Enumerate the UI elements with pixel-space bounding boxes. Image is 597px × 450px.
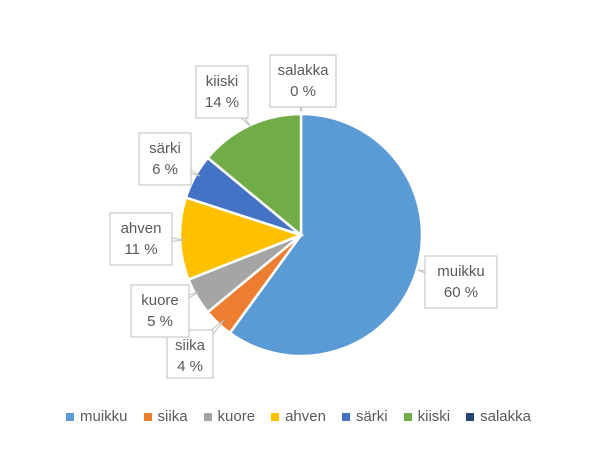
data-label-särki: särki 6 % [138,132,201,186]
data-label-category: kiiski [206,73,239,90]
legend-item-siika: siika [143,408,188,425]
data-label-percent: 5 % [147,313,173,330]
legend-label: särki [355,408,388,425]
legend-label: ahven [285,408,326,425]
data-label-kiiski: kiiski 14 % [195,65,251,127]
legend-item-särki: särki [341,408,388,425]
data-label-category: salakka [278,62,330,79]
data-label-category: muikku [437,263,485,280]
data-label-muikku: muikku 60 % [417,255,498,309]
legend-item-ahven: ahven [271,408,326,425]
data-label-kuore: kuore 5 % [130,284,199,338]
legend-item-kuore: kuore [203,408,256,425]
data-label-percent: 14 % [205,94,239,111]
data-label-category: ahven [121,220,162,237]
pie-slice-muikku [228,112,424,358]
callout-box [195,65,249,119]
pie-slice-ahven [178,196,305,282]
legend-swatch [271,412,280,421]
data-label-category: särki [149,140,181,157]
legend-label: kuore [217,408,256,425]
callout-box [130,284,190,338]
legend-swatch [66,412,75,421]
chart-legend: muikku siika kuore ahven särki kiiski salakka [0,408,597,425]
legend-label: salakka [480,408,531,425]
legend-item-kiiski: kiiski [403,408,451,425]
callout-box [109,212,173,266]
data-label-ahven: ahven 11 % [109,212,185,266]
legend-label: siika [157,408,188,425]
data-label-percent: 0 % [290,83,316,100]
legend-swatch [341,412,350,421]
callout-box [269,54,337,108]
legend-swatch [466,412,475,421]
data-label-siika: siika 4 % [166,319,225,379]
legend-swatch [143,412,152,421]
callout-box [138,132,192,186]
data-label-category: siika [175,337,206,354]
callout-box [424,255,498,309]
data-label-category: kuore [141,292,179,309]
legend-label: kiiski [417,408,451,425]
data-label-salakka: salakka 0 % [269,54,337,113]
legend-label: muikku [80,408,128,425]
legend-item-muikku: muikku [66,408,128,425]
data-label-percent: 6 % [152,161,178,178]
data-label-percent: 11 % [124,241,157,258]
data-label-percent: 4 % [177,358,203,375]
data-label-percent: 60 % [444,284,478,301]
callout-box [166,329,214,379]
legend-swatch [203,412,212,421]
legend-item-salakka: salakka [466,408,531,425]
legend-swatch [403,412,412,421]
